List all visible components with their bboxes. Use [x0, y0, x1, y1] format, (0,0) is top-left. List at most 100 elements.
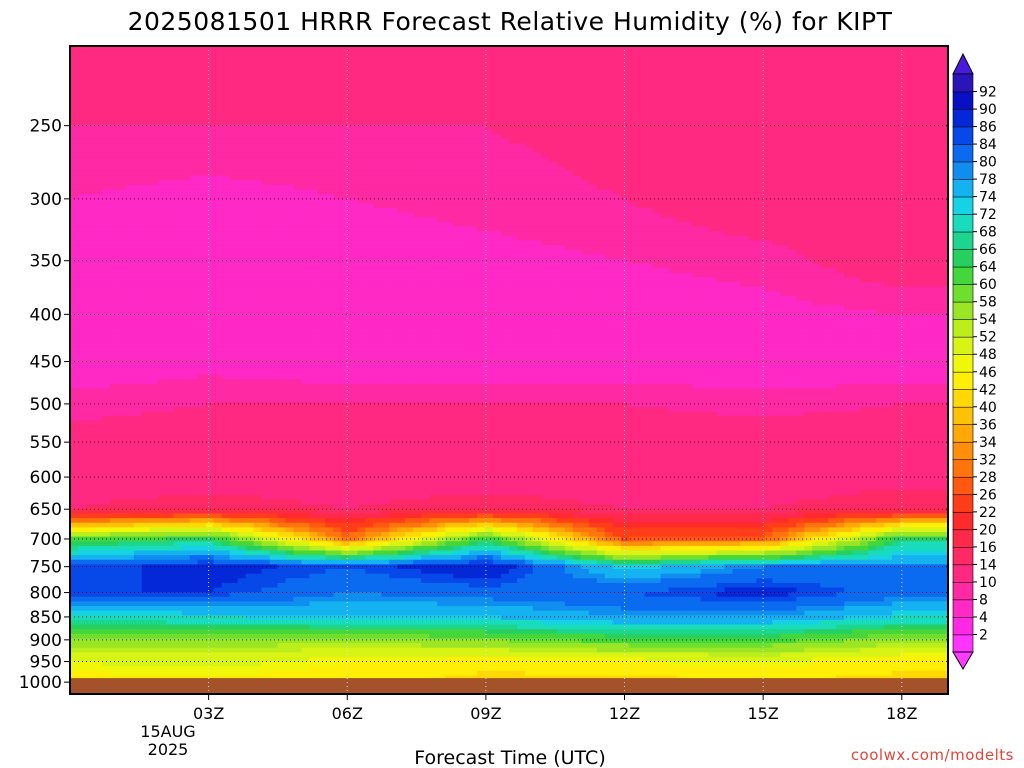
- rh-cell: [109, 120, 119, 126]
- rh-cell: [820, 231, 829, 237]
- rh-cell: [93, 180, 103, 186]
- rh-cell: [820, 189, 829, 195]
- rh-cell: [149, 203, 159, 209]
- rh-cell: [205, 226, 215, 232]
- rh-cell: [309, 245, 319, 251]
- rh-cell: [924, 235, 933, 241]
- rh-cell: [916, 129, 925, 135]
- rh-cell: [780, 180, 789, 186]
- rh-cell: [564, 152, 574, 158]
- rh-cell: [85, 73, 95, 79]
- rh-cell: [357, 46, 366, 52]
- rh-cell: [556, 231, 566, 237]
- rh-cell: [509, 129, 518, 135]
- rh-cell: [596, 161, 606, 167]
- rh-cell: [389, 59, 398, 66]
- rh-cell: [620, 87, 630, 93]
- rh-cell: [445, 69, 454, 75]
- rh-cell: [213, 198, 223, 204]
- rh-cell: [205, 198, 215, 204]
- rh-cell: [429, 124, 438, 130]
- rh-cell: [700, 120, 710, 126]
- rh-cell: [469, 110, 478, 117]
- rh-cell: [365, 231, 374, 237]
- rh-cell: [628, 208, 638, 214]
- rh-cell: [732, 124, 742, 130]
- rh-cell: [820, 101, 829, 107]
- rh-cell: [908, 106, 917, 112]
- rh-cell: [397, 46, 406, 52]
- rh-cell: [501, 120, 510, 126]
- rh-cell: [588, 184, 598, 191]
- rh-cell: [892, 157, 901, 163]
- rh-cell: [429, 87, 438, 93]
- rh-cell: [564, 175, 574, 181]
- rh-cell: [620, 217, 630, 223]
- rh-cell: [620, 110, 630, 117]
- rh-cell: [644, 50, 654, 56]
- rh-cell: [724, 231, 734, 237]
- rh-cell: [325, 203, 334, 209]
- rh-cell: [501, 152, 510, 158]
- rh-cell: [780, 175, 789, 181]
- rh-cell: [812, 226, 821, 232]
- rh-cell: [501, 147, 510, 154]
- rh-cell: [197, 120, 207, 126]
- rh-cell: [540, 78, 550, 84]
- rh-cell: [213, 254, 223, 260]
- rh-cell: [932, 83, 941, 89]
- rh-cell: [85, 235, 95, 241]
- rh-cell: [908, 78, 917, 84]
- rh-cell: [493, 194, 502, 200]
- rh-cell: [708, 138, 718, 144]
- rh-cell: [309, 55, 319, 61]
- rh-cell: [668, 55, 678, 61]
- rh-cell: [756, 231, 766, 237]
- rh-cell: [357, 157, 366, 163]
- rh-cell: [748, 240, 758, 246]
- rh-cell: [245, 212, 255, 218]
- rh-cell: [628, 217, 638, 223]
- rh-cell: [756, 110, 766, 117]
- rh-cell: [868, 69, 877, 75]
- rh-cell: [788, 203, 797, 209]
- rh-cell: [908, 46, 917, 52]
- rh-cell: [660, 110, 670, 117]
- rh-cell: [117, 245, 127, 251]
- rh-cell: [501, 166, 510, 172]
- rh-cell: [644, 59, 654, 66]
- rh-cell: [189, 106, 199, 112]
- rh-cell: [572, 226, 582, 232]
- rh-cell: [876, 212, 885, 218]
- rh-cell: [101, 208, 111, 214]
- rh-cell: [181, 208, 191, 214]
- rh-cell: [572, 217, 582, 223]
- rh-cell: [732, 221, 742, 228]
- rh-cell: [940, 170, 948, 177]
- rh-cell: [628, 180, 638, 186]
- rh-cell: [365, 161, 374, 167]
- rh-cell: [828, 129, 837, 135]
- rh-cell: [548, 92, 558, 98]
- rh-cell: [940, 106, 948, 112]
- rh-cell: [70, 208, 79, 214]
- rh-cell: [125, 106, 135, 112]
- rh-cell: [485, 101, 494, 107]
- rh-cell: [389, 106, 398, 112]
- rh-cell: [924, 115, 933, 121]
- rh-cell: [916, 157, 925, 163]
- rh-cell: [692, 64, 702, 70]
- rh-cell: [189, 170, 199, 177]
- rh-cell: [940, 50, 948, 56]
- rh-cell: [932, 226, 941, 232]
- rh-cell: [596, 203, 606, 209]
- rh-cell: [333, 170, 342, 177]
- rh-cell: [477, 221, 486, 228]
- rh-cell: [556, 106, 566, 112]
- rh-cell: [524, 55, 534, 61]
- rh-cell: [213, 106, 223, 112]
- rh-cell: [828, 110, 837, 117]
- rh-cell: [421, 212, 430, 218]
- rh-cell: [564, 101, 574, 107]
- rh-cell: [237, 46, 247, 52]
